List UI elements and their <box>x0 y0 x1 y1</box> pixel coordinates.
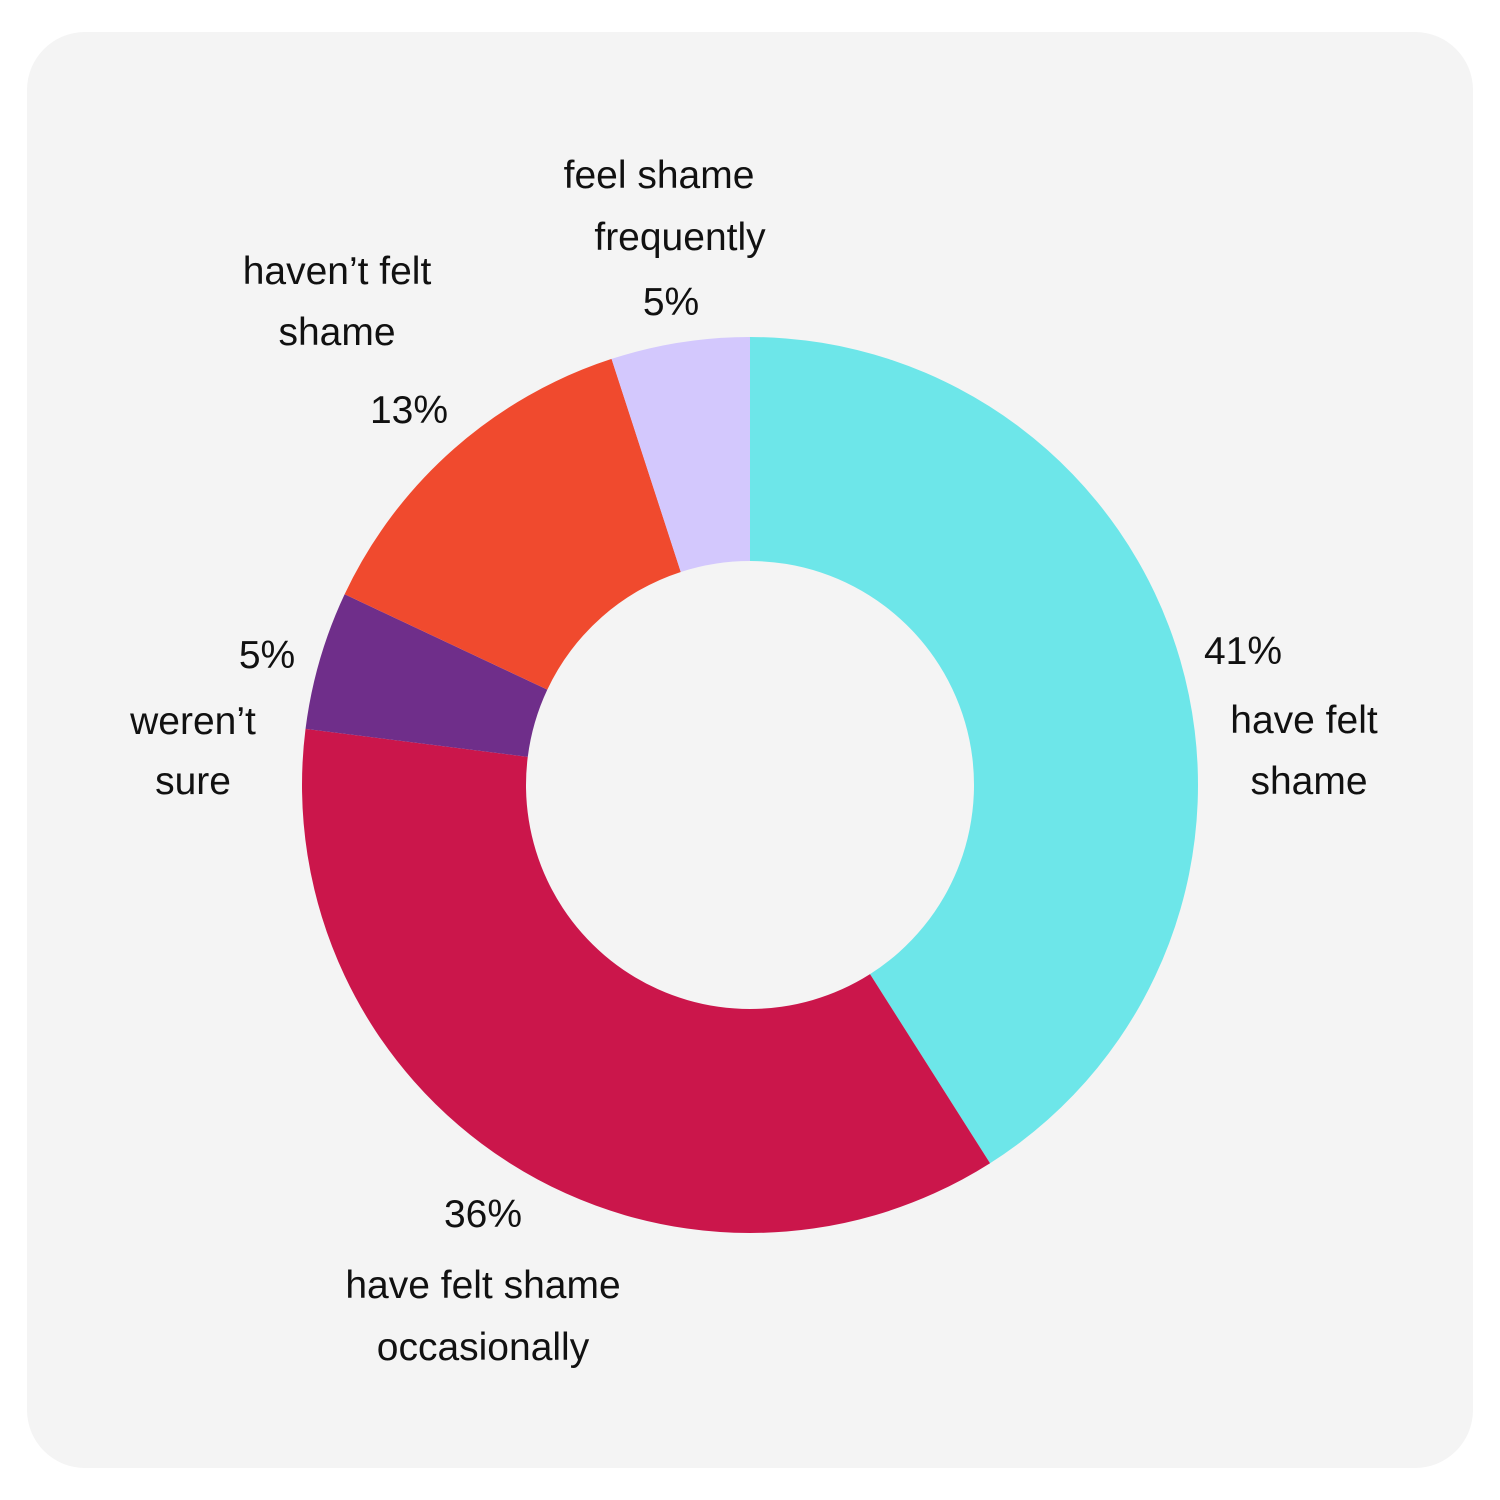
slice-label-frequently-line-1: feel shame <box>564 154 755 197</box>
percent-label-werent-sure: 5% <box>239 634 295 677</box>
slice-label-have-felt-shame-line-2: shame <box>1250 760 1367 803</box>
slice-label-werent-sure-line-2: sure <box>155 760 231 803</box>
donut-slices <box>302 337 1199 1233</box>
label-group-occasionally: 36% have felt shame occasionally <box>345 1193 620 1369</box>
slice-label-havent-felt-shame-line-1: haven’t felt <box>243 250 432 293</box>
percent-label-occasionally: 36% <box>444 1193 522 1236</box>
slice-label-werent-sure-line-1: weren’t <box>129 700 256 743</box>
donut-slice-2 <box>305 594 548 757</box>
slice-label-have-felt-shame-line-1: have felt <box>1230 699 1378 742</box>
label-group-have-felt-shame: 41% have felt shame <box>1204 630 1378 803</box>
label-group-werent-sure: 5% weren’t sure <box>129 634 295 803</box>
donut-slice-0 <box>750 337 1199 1164</box>
slice-label-occasionally-line-2: occasionally <box>377 1326 590 1369</box>
percent-label-have-felt-shame: 41% <box>1204 630 1282 673</box>
label-group-havent-felt-shame: haven’t felt shame 13% <box>243 250 448 432</box>
slice-label-occasionally-line-1: have felt shame <box>345 1264 620 1307</box>
slice-label-frequently-line-2: frequently <box>594 216 766 259</box>
donut-slice-4 <box>611 337 750 572</box>
slice-label-havent-felt-shame-line-2: shame <box>278 311 395 354</box>
donut-slice-1 <box>302 728 991 1233</box>
percent-label-frequently: 5% <box>643 281 699 324</box>
label-group-frequently: feel shame frequently 5% <box>564 154 767 324</box>
donut-slice-3 <box>344 358 681 690</box>
percent-label-havent-felt-shame: 13% <box>370 389 448 432</box>
